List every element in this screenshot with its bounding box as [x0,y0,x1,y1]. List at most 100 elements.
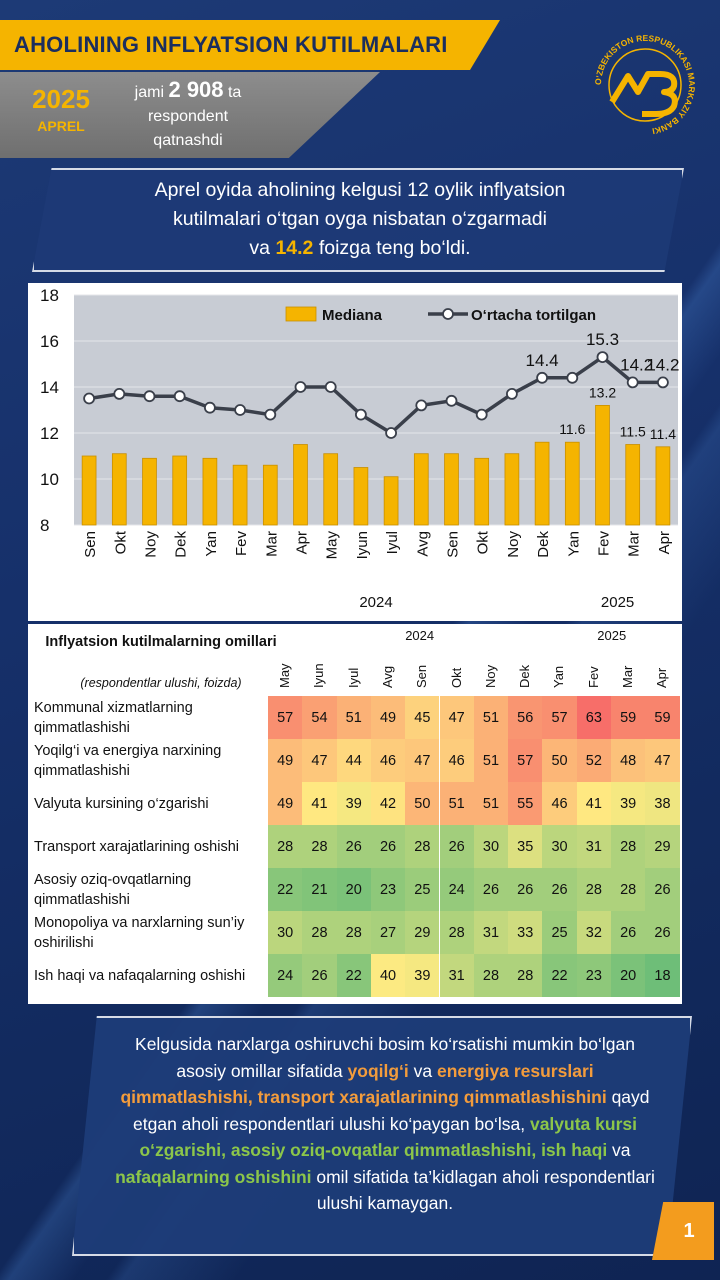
table-cell: 29 [645,825,680,868]
table-month-header: Sen [414,664,430,688]
table-month-header: May [277,663,292,688]
chart-panel: 8 10 12 14 16 18 11.6 13.2 11.5 11.4 14.4 15.3 14.2 1… [28,283,682,621]
table-cell: 24 [268,954,303,997]
x-tick-label: Dek [535,531,552,558]
table-cell: 41 [576,782,611,825]
line-point [83,392,95,405]
table-cell: 28 [473,954,509,997]
respondents-suffix: ta [227,84,242,101]
table-cell: 26 [336,825,371,868]
respondents-prefix: jami [134,84,165,101]
line-point [536,371,548,384]
table-cell: 47 [302,739,337,782]
factors-table: Inflyatsion kutilmalarning omillari (res… [28,624,682,1004]
table-month-header: Iyun [311,663,327,688]
bar-mediana [413,453,429,526]
line-point [203,401,216,414]
bar-mediana [202,457,218,526]
title-banner: AHOLINING INFLYATSION KUTILMALARI [0,20,500,70]
table-cell: 50 [542,739,577,782]
table-cell: 32 [576,911,611,954]
x-tick-label: Noy [143,531,160,558]
table-cell: 23 [576,954,611,997]
bar-data-label: 11.6 [559,421,585,437]
summary-text: Aprel oyida aholining kelgusi 12 oylik i… [60,176,660,263]
line-point [415,399,428,412]
table-month-header: Dek [517,664,533,688]
table-cell: 50 [405,782,440,825]
table-cell: 18 [645,954,680,997]
x-tick-label: Apr [294,531,311,554]
table-cell: 45 [405,696,440,739]
table-cell: 25 [542,911,577,954]
line-point [173,390,186,403]
table-row-label: Transport xarajatlarining oshishi [34,838,239,855]
table-cell: 56 [508,696,543,739]
conclusion-highlight-fuel: yoqilg‘i [347,1060,409,1081]
table-title: Inflyatsion kutilmalarning omillari [45,634,277,650]
bar-mediana [625,444,641,526]
bar-mediana [595,405,610,526]
table-cell: 31 [576,825,611,868]
line-point [626,376,639,389]
table-cell: 46 [542,782,577,825]
table-cell: 30 [268,911,303,954]
x-tick-label: Okt [112,530,129,554]
table-cell: 25 [405,868,440,911]
line-point [445,394,458,407]
table-cell: 55 [508,782,543,825]
bar-mediana [323,453,339,526]
bar-mediana [504,453,520,526]
x-tick-label: Iyul [384,531,401,554]
table-cell: 21 [302,868,337,911]
table-cell: 26 [645,911,680,954]
table-row-label: Yoqilg‘i va energiya narxining qimmatlas… [34,742,222,779]
table-month-header: Iyul [345,667,361,688]
conclusion-part3: qayd etgan aholi respondentlari ulushi k… [133,1087,650,1134]
summary-value: 14.2 [275,237,314,259]
table-row-label: Ish haqi va nafaqalarning oshishi [34,967,246,984]
table-cell: 28 [302,825,337,868]
line-data-label: 14.4 [526,351,559,370]
x-tick-label: Fev [233,531,250,557]
x-tick-label: Okt [475,530,492,554]
table-cell: 35 [508,825,543,868]
respondents-line3: qatnashdi [153,132,223,149]
bar-mediana [81,455,97,526]
bar-mediana [534,441,550,526]
table-row-label: Valyuta kursining o‘zgarishi [34,795,209,812]
line-point [657,376,669,389]
line-point [596,351,609,363]
table-cell: 46 [439,739,474,782]
table-month-header: Fev [585,666,601,688]
table-cell: 20 [611,954,646,997]
table-cell: 41 [302,782,337,825]
table-cell: 40 [370,954,406,997]
table-cell: 39 [611,782,646,825]
x-tick-label: Mar [263,531,280,557]
table-cell: 49 [268,782,303,825]
table-cell: 52 [576,739,611,782]
line-point [294,381,307,393]
line-point [505,388,518,400]
table-cell: 51 [473,696,509,739]
page-title: AHOLINING INFLYATSION KUTILMALARI [14,32,448,57]
page-number: 1 [652,1202,714,1260]
bar-mediana [172,455,188,526]
table-month-header: Mar [620,665,635,688]
table-cell: 28 [611,825,646,868]
line-point [324,381,337,393]
table-cell: 30 [473,825,509,868]
y-tick-label: 8 [40,516,49,535]
table-cell: 51 [439,782,474,825]
table-cell: 57 [508,739,543,782]
x-tick-label: Fev [596,531,613,557]
x-tick-label: May [324,531,341,560]
bar-mediana [383,476,399,526]
bar-mediana [293,444,308,526]
table-cell: 49 [370,696,406,739]
line-point [475,408,488,421]
table-row-label: Asosiy oziq-ovqatlarning qimmatlashishi [34,871,192,908]
line-point [264,408,277,421]
bar-mediana [444,453,459,526]
